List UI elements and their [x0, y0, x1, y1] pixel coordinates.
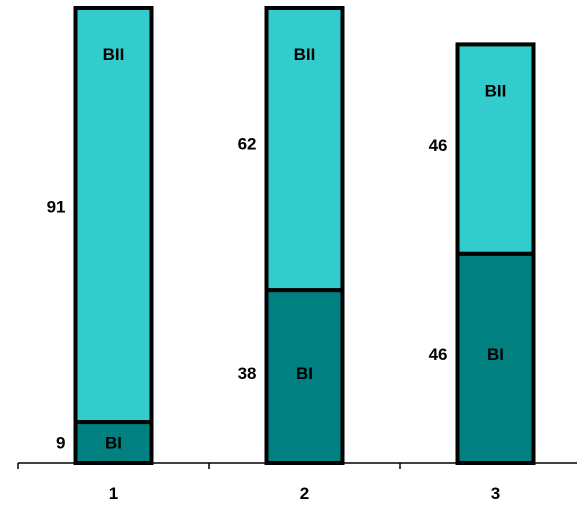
- x-tick-label-3: 3: [491, 484, 500, 503]
- x-tick-label-2: 2: [300, 484, 309, 503]
- bars-layer: [76, 8, 534, 463]
- value-label-2-bi: 38: [238, 364, 257, 383]
- x-axis: 1 2 3: [18, 463, 577, 503]
- x-tick-label-1: 1: [109, 484, 118, 503]
- series-label-2-bii: BII: [294, 45, 316, 64]
- series-label-2-bi: BI: [296, 364, 313, 383]
- series-label-3-bii: BII: [485, 81, 507, 100]
- series-label-3-bi: BI: [487, 345, 504, 364]
- value-label-2-bii: 62: [238, 134, 257, 153]
- value-label-3-bii: 46: [429, 136, 448, 155]
- bar-1-bii: [76, 8, 152, 422]
- value-label-1-bii: 91: [47, 198, 66, 217]
- value-label-3-bi: 46: [429, 345, 448, 364]
- series-label-1-bii: BII: [103, 45, 125, 64]
- bar-3-bii: [458, 44, 534, 253]
- value-label-1-bi: 9: [56, 434, 65, 453]
- series-label-1-bi: BI: [105, 434, 122, 453]
